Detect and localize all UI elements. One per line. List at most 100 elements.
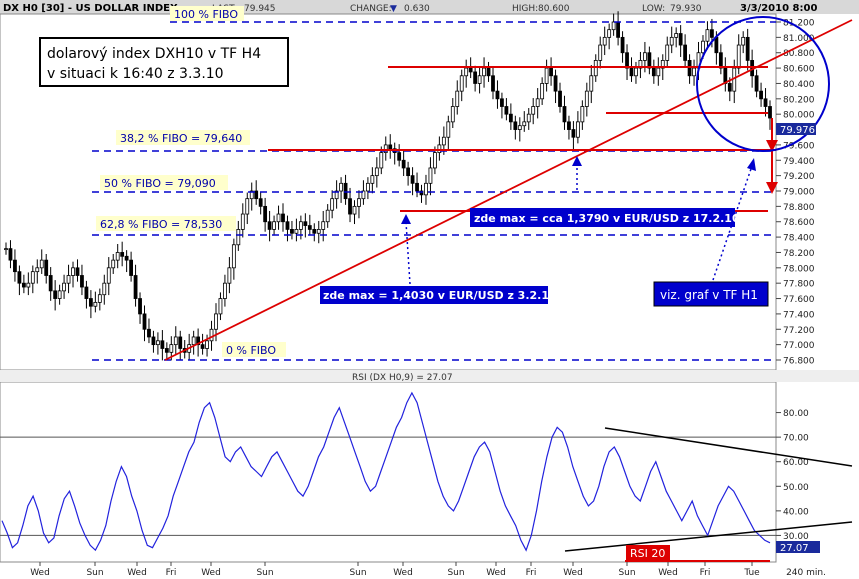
header-change-label: CHANGE: [350, 4, 392, 14]
down-arrow-1-head-icon [766, 140, 778, 152]
candle [307, 214, 312, 236]
price-tick-label: 79.200 [783, 172, 815, 182]
candle [164, 342, 169, 359]
candle [120, 241, 125, 267]
candle [589, 65, 594, 104]
price-tick-label: 79.400 [783, 157, 815, 167]
candle [231, 238, 236, 280]
candle [473, 65, 478, 92]
x-tick-label: Sun [349, 568, 366, 578]
candle [558, 82, 562, 113]
candle [593, 54, 598, 82]
x-tick-label: Wed [563, 568, 583, 578]
candle [294, 218, 299, 242]
note2-box [470, 208, 735, 227]
x-tick-label: Sun [618, 568, 635, 578]
candle [75, 259, 80, 282]
price-tick-label: 78.600 [783, 218, 815, 228]
price-tick-label: 77.000 [783, 341, 815, 351]
rsi-tick-label: 50.00 [783, 483, 809, 493]
candle [272, 215, 276, 236]
candle [759, 82, 763, 107]
candle [48, 267, 53, 301]
candle [692, 59, 696, 86]
x-tick-label: Tue [743, 568, 760, 578]
fibo-382-label-bg [116, 130, 250, 145]
rsi-20-label: RSI 20 [630, 547, 665, 560]
x-tick-label: Wed [30, 568, 50, 578]
candle [57, 284, 62, 305]
fibo-100-label-bg [170, 6, 244, 21]
candle [361, 180, 366, 205]
candle [80, 264, 84, 296]
price-badge [776, 123, 816, 135]
price-tick-label: 79.000 [783, 188, 815, 198]
candle [580, 100, 585, 130]
candle [191, 330, 196, 355]
candle [553, 69, 558, 104]
candle [598, 36, 603, 69]
candle [611, 13, 616, 36]
candle [4, 242, 8, 255]
candle [138, 292, 142, 324]
candle [450, 98, 455, 129]
candle [455, 80, 460, 115]
fibo-50-label-bg [100, 175, 228, 190]
price-tick-label: 77.800 [783, 280, 815, 290]
header-symbol: DX H0 [30] - US DOLLAR INDEX [3, 3, 178, 14]
candle [173, 326, 178, 355]
candle [419, 184, 424, 203]
highlight-circle [696, 16, 830, 152]
rsi-lower-trend [564, 521, 853, 552]
candle [133, 264, 138, 307]
x-axis: Wed Sun Wed Fri Wed Sun Sun Wed Sun Wed Fri Wed Sun W… [30, 562, 826, 578]
candle [620, 31, 625, 63]
candle [629, 57, 634, 82]
candle [160, 330, 165, 361]
rsi-tick-label: 60.00 [783, 458, 809, 468]
price-tick-label: 78.000 [783, 264, 815, 274]
x-tick-label: Fri [526, 568, 537, 578]
candle [147, 318, 151, 344]
price-badge-text: 79.976 [780, 125, 815, 136]
candle [763, 88, 768, 117]
candle [93, 291, 98, 313]
rsi-20-box [626, 545, 670, 560]
candle [544, 59, 549, 92]
header-change-value: 0.630 [404, 4, 430, 14]
rsi-badge [776, 541, 820, 553]
candle [53, 280, 58, 311]
header-last-value: 79.945 [244, 4, 276, 14]
candle [718, 44, 723, 75]
candle [625, 44, 629, 80]
rsi-tick-label: 80.00 [783, 409, 809, 419]
candle [508, 103, 513, 130]
x-tick-label: Wed [658, 568, 678, 578]
candle [491, 67, 495, 100]
candle [477, 67, 482, 94]
price-tick-label: 80.200 [783, 95, 815, 105]
candle [339, 177, 343, 203]
candle [647, 46, 652, 75]
price-tick-label: 79.600 [783, 141, 815, 151]
candle [290, 220, 294, 240]
rsi-tick-label: 40.00 [783, 507, 809, 517]
candle [267, 210, 272, 242]
candle [638, 51, 643, 79]
candle [21, 274, 26, 294]
down-arrow-2-head-icon [766, 182, 778, 194]
candle [437, 136, 442, 161]
candle [674, 27, 679, 48]
price-tick-label: 80.600 [783, 65, 815, 75]
candle [178, 330, 183, 361]
x-tick-label: Sun [447, 568, 464, 578]
price-tick-label: 81.200 [783, 19, 815, 29]
note2-text: zde max = cca 1,3790 v EUR/USD z 17.2.10 [474, 212, 740, 225]
candle [258, 192, 263, 215]
candle [227, 257, 232, 294]
rsi-tick-label: 70.00 [783, 434, 809, 444]
rsi-title-bar [0, 370, 859, 382]
candle [768, 100, 772, 130]
note1-box [320, 286, 548, 304]
x-tick-label: 240 min. [786, 568, 826, 578]
